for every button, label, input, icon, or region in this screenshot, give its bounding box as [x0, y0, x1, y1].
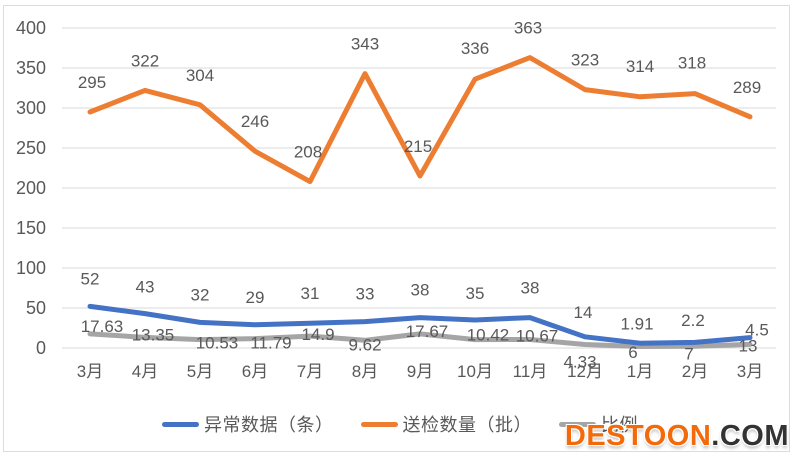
data-label: 38 [411, 281, 430, 300]
data-label: 17.63 [81, 317, 124, 336]
legend-swatch [360, 421, 398, 427]
legend-swatch [559, 421, 596, 427]
x-axis-tick-label: 3月 [77, 362, 103, 381]
data-label: 215 [404, 137, 432, 156]
data-label: 6 [628, 343, 637, 362]
data-label: 363 [514, 19, 542, 38]
data-label: 38 [521, 279, 540, 298]
x-axis-tick-label: 5月 [187, 362, 213, 381]
watermark: DESTOON.COM [565, 422, 789, 451]
data-label: 304 [186, 66, 214, 85]
x-axis-tick-label: 3月 [737, 362, 763, 381]
data-label: 322 [131, 51, 159, 70]
data-label: 2.2 [681, 311, 705, 330]
x-axis-tick-label: 9月 [407, 362, 433, 381]
x-axis-tick-label: 11月 [513, 362, 548, 381]
data-label: 13.35 [132, 325, 175, 344]
data-label: 14.9 [301, 325, 334, 344]
legend-item-1: 送检数量（批） [360, 411, 533, 437]
y-axis-tick-label: 200 [16, 178, 46, 198]
y-axis-tick-label: 250 [16, 138, 46, 158]
data-label: 336 [461, 39, 489, 58]
y-axis-tick-label: 350 [16, 58, 46, 78]
legend-item-0: 异常数据（条） [162, 411, 334, 437]
x-axis-tick-label: 8月 [352, 362, 378, 381]
data-label: 31 [301, 284, 320, 303]
y-axis-tick-label: 400 [16, 18, 46, 38]
watermark-brand: DESTOON [564, 420, 712, 452]
legend-swatch [162, 421, 199, 427]
y-axis-tick-label: 300 [16, 98, 46, 118]
series-line-0 [87, 303, 753, 346]
x-axis-tick-label: 12月 [567, 362, 603, 381]
x-axis-tick-label: 7月 [297, 362, 323, 381]
data-label: 295 [78, 73, 106, 92]
data-label: 17.67 [406, 322, 449, 341]
data-label: 4.33 [563, 353, 596, 372]
y-axis-tick-label: 100 [16, 258, 46, 278]
x-axis-tick-label: 1月 [627, 362, 653, 381]
data-label: 14 [574, 303, 593, 322]
data-label: 35 [466, 284, 485, 303]
y-axis-tick-label: 0 [36, 338, 46, 358]
watermark-suffix: .COM [711, 420, 789, 452]
data-label: 13 [739, 337, 758, 356]
data-label: 343 [351, 35, 379, 54]
data-label: 1.91 [620, 314, 653, 333]
data-label: 32 [191, 285, 210, 304]
legend-label: 送检数量（批） [402, 415, 532, 435]
data-label: 52 [81, 269, 100, 288]
data-label: 43 [136, 278, 155, 297]
data-label: 289 [733, 78, 761, 97]
legend-label: 异常数据（条） [204, 415, 334, 435]
data-label: 7 [684, 344, 693, 363]
x-axis-tick-label: 4月 [132, 362, 158, 381]
data-label: 33 [356, 285, 375, 304]
data-label: 11.79 [250, 334, 291, 353]
y-axis-tick-label: 50 [26, 298, 46, 318]
series-line-2 [87, 331, 753, 349]
data-label: 10.53 [196, 334, 239, 353]
legend-item-2: 比例 [559, 411, 638, 437]
chart-legend: 异常数据（条） 送检数量（批） 比例 [0, 411, 800, 437]
data-label: 208 [294, 143, 322, 162]
data-label: 246 [241, 112, 269, 131]
data-label: 29 [246, 288, 265, 307]
data-label: 9.62 [348, 335, 381, 354]
x-axis-tick-label: 10月 [457, 362, 493, 381]
series-line-1 [87, 55, 753, 185]
data-label: 10.42 [467, 326, 510, 345]
data-label: 10.67 [516, 326, 559, 345]
data-label: 4.5 [745, 320, 769, 339]
x-axis-tick-label: 2月 [682, 362, 708, 381]
legend-label: 比例 [601, 415, 638, 435]
data-label: 318 [678, 54, 706, 73]
data-label: 323 [571, 51, 599, 70]
x-axis-tick-label: 6月 [242, 362, 268, 381]
y-axis-tick-label: 150 [16, 218, 46, 238]
data-label: 314 [626, 57, 654, 76]
